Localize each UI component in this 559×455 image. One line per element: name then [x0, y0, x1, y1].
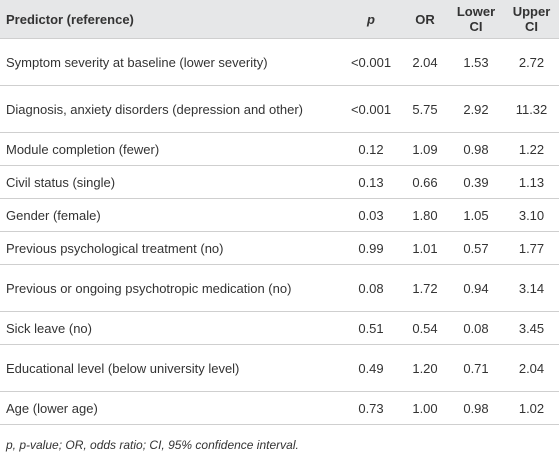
- table-row: Previous psychological treatment (no) 0.9…: [0, 231, 559, 265]
- value-cell: 0.12: [340, 132, 402, 166]
- value-cell: 0.66: [402, 165, 448, 199]
- predictor-cell: Diagnosis, anxiety disorders (depression…: [0, 85, 340, 133]
- table-row: Module completion (fewer) 0.12 1.09 0.98 1.2…: [0, 132, 559, 166]
- table-body: Symptom severity at baseline (lower seve…: [0, 38, 559, 425]
- header-cell: Predictor (reference): [0, 0, 340, 39]
- value-cell: 1.53: [448, 38, 504, 86]
- value-cell: 1.20: [402, 344, 448, 392]
- value-cell: 0.08: [448, 311, 504, 345]
- value-cell: 0.08: [340, 264, 402, 312]
- value-cell: 0.94: [448, 264, 504, 312]
- value-cell: 1.22: [504, 132, 559, 166]
- value-cell: 1.00: [402, 391, 448, 425]
- predictor-cell: Gender (female): [0, 198, 340, 232]
- value-cell: 1.05: [448, 198, 504, 232]
- header-cell: OR: [402, 0, 448, 39]
- predictor-cell: Civil status (single): [0, 165, 340, 199]
- value-cell: 2.04: [504, 344, 559, 392]
- header-cell: Upper CI: [504, 0, 559, 39]
- value-cell: 11.32: [504, 85, 559, 133]
- value-cell: 0.49: [340, 344, 402, 392]
- value-cell: 1.01: [402, 231, 448, 265]
- value-cell: 2.92: [448, 85, 504, 133]
- table-row: Sick leave (no) 0.51 0.54 0.08 3.45: [0, 311, 559, 345]
- value-cell: 1.13: [504, 165, 559, 199]
- header-row: Predictor (reference) p OR Lower CI Upper CI: [0, 0, 559, 39]
- value-cell: 0.39: [448, 165, 504, 199]
- value-cell: 0.51: [340, 311, 402, 345]
- value-cell: 3.10: [504, 198, 559, 232]
- value-cell: 1.72: [402, 264, 448, 312]
- table-row: Civil status (single) 0.13 0.66 0.39 1.13: [0, 165, 559, 199]
- predictor-cell: Previous psychological treatment (no): [0, 231, 340, 265]
- value-cell: 1.02: [504, 391, 559, 425]
- value-cell: 0.71: [448, 344, 504, 392]
- value-cell: 2.72: [504, 38, 559, 86]
- value-cell: 0.99: [340, 231, 402, 265]
- value-cell: <0.001: [340, 38, 402, 86]
- predictor-cell: Sick leave (no): [0, 311, 340, 345]
- value-cell: <0.001: [340, 85, 402, 133]
- results-table: Predictor (reference) p OR Lower CI Upper CI…: [0, 0, 559, 425]
- header-cell: Lower CI: [448, 0, 504, 39]
- value-cell: 1.77: [504, 231, 559, 265]
- table-row: Symptom severity at baseline (lower seve…: [0, 38, 559, 86]
- predictor-cell: Module completion (fewer): [0, 132, 340, 166]
- value-cell: 0.57: [448, 231, 504, 265]
- value-cell: 2.04: [402, 38, 448, 86]
- footnote: p, p-value; OR, odds ratio; CI, 95% conf…: [6, 438, 299, 452]
- predictor-cell: Age (lower age): [0, 391, 340, 425]
- value-cell: 3.14: [504, 264, 559, 312]
- table-row: Diagnosis, anxiety disorders (depression…: [0, 85, 559, 133]
- table-row: Previous or ongoing psychotropic medicat…: [0, 264, 559, 312]
- value-cell: 0.98: [448, 132, 504, 166]
- value-cell: 1.80: [402, 198, 448, 232]
- predictor-cell: Educational level (below university leve…: [0, 344, 340, 392]
- value-cell: 1.09: [402, 132, 448, 166]
- value-cell: 5.75: [402, 85, 448, 133]
- table-row: Age (lower age) 0.73 1.00 0.98 1.02: [0, 391, 559, 425]
- table-row: Educational level (below university leve…: [0, 344, 559, 392]
- header-cell: p: [340, 0, 402, 39]
- predictor-cell: Previous or ongoing psychotropic medicat…: [0, 264, 340, 312]
- value-cell: 0.13: [340, 165, 402, 199]
- predictor-cell: Symptom severity at baseline (lower seve…: [0, 38, 340, 86]
- value-cell: 0.73: [340, 391, 402, 425]
- value-cell: 0.98: [448, 391, 504, 425]
- value-cell: 0.54: [402, 311, 448, 345]
- value-cell: 0.03: [340, 198, 402, 232]
- table-row: Gender (female) 0.03 1.80 1.05 3.10: [0, 198, 559, 232]
- value-cell: 3.45: [504, 311, 559, 345]
